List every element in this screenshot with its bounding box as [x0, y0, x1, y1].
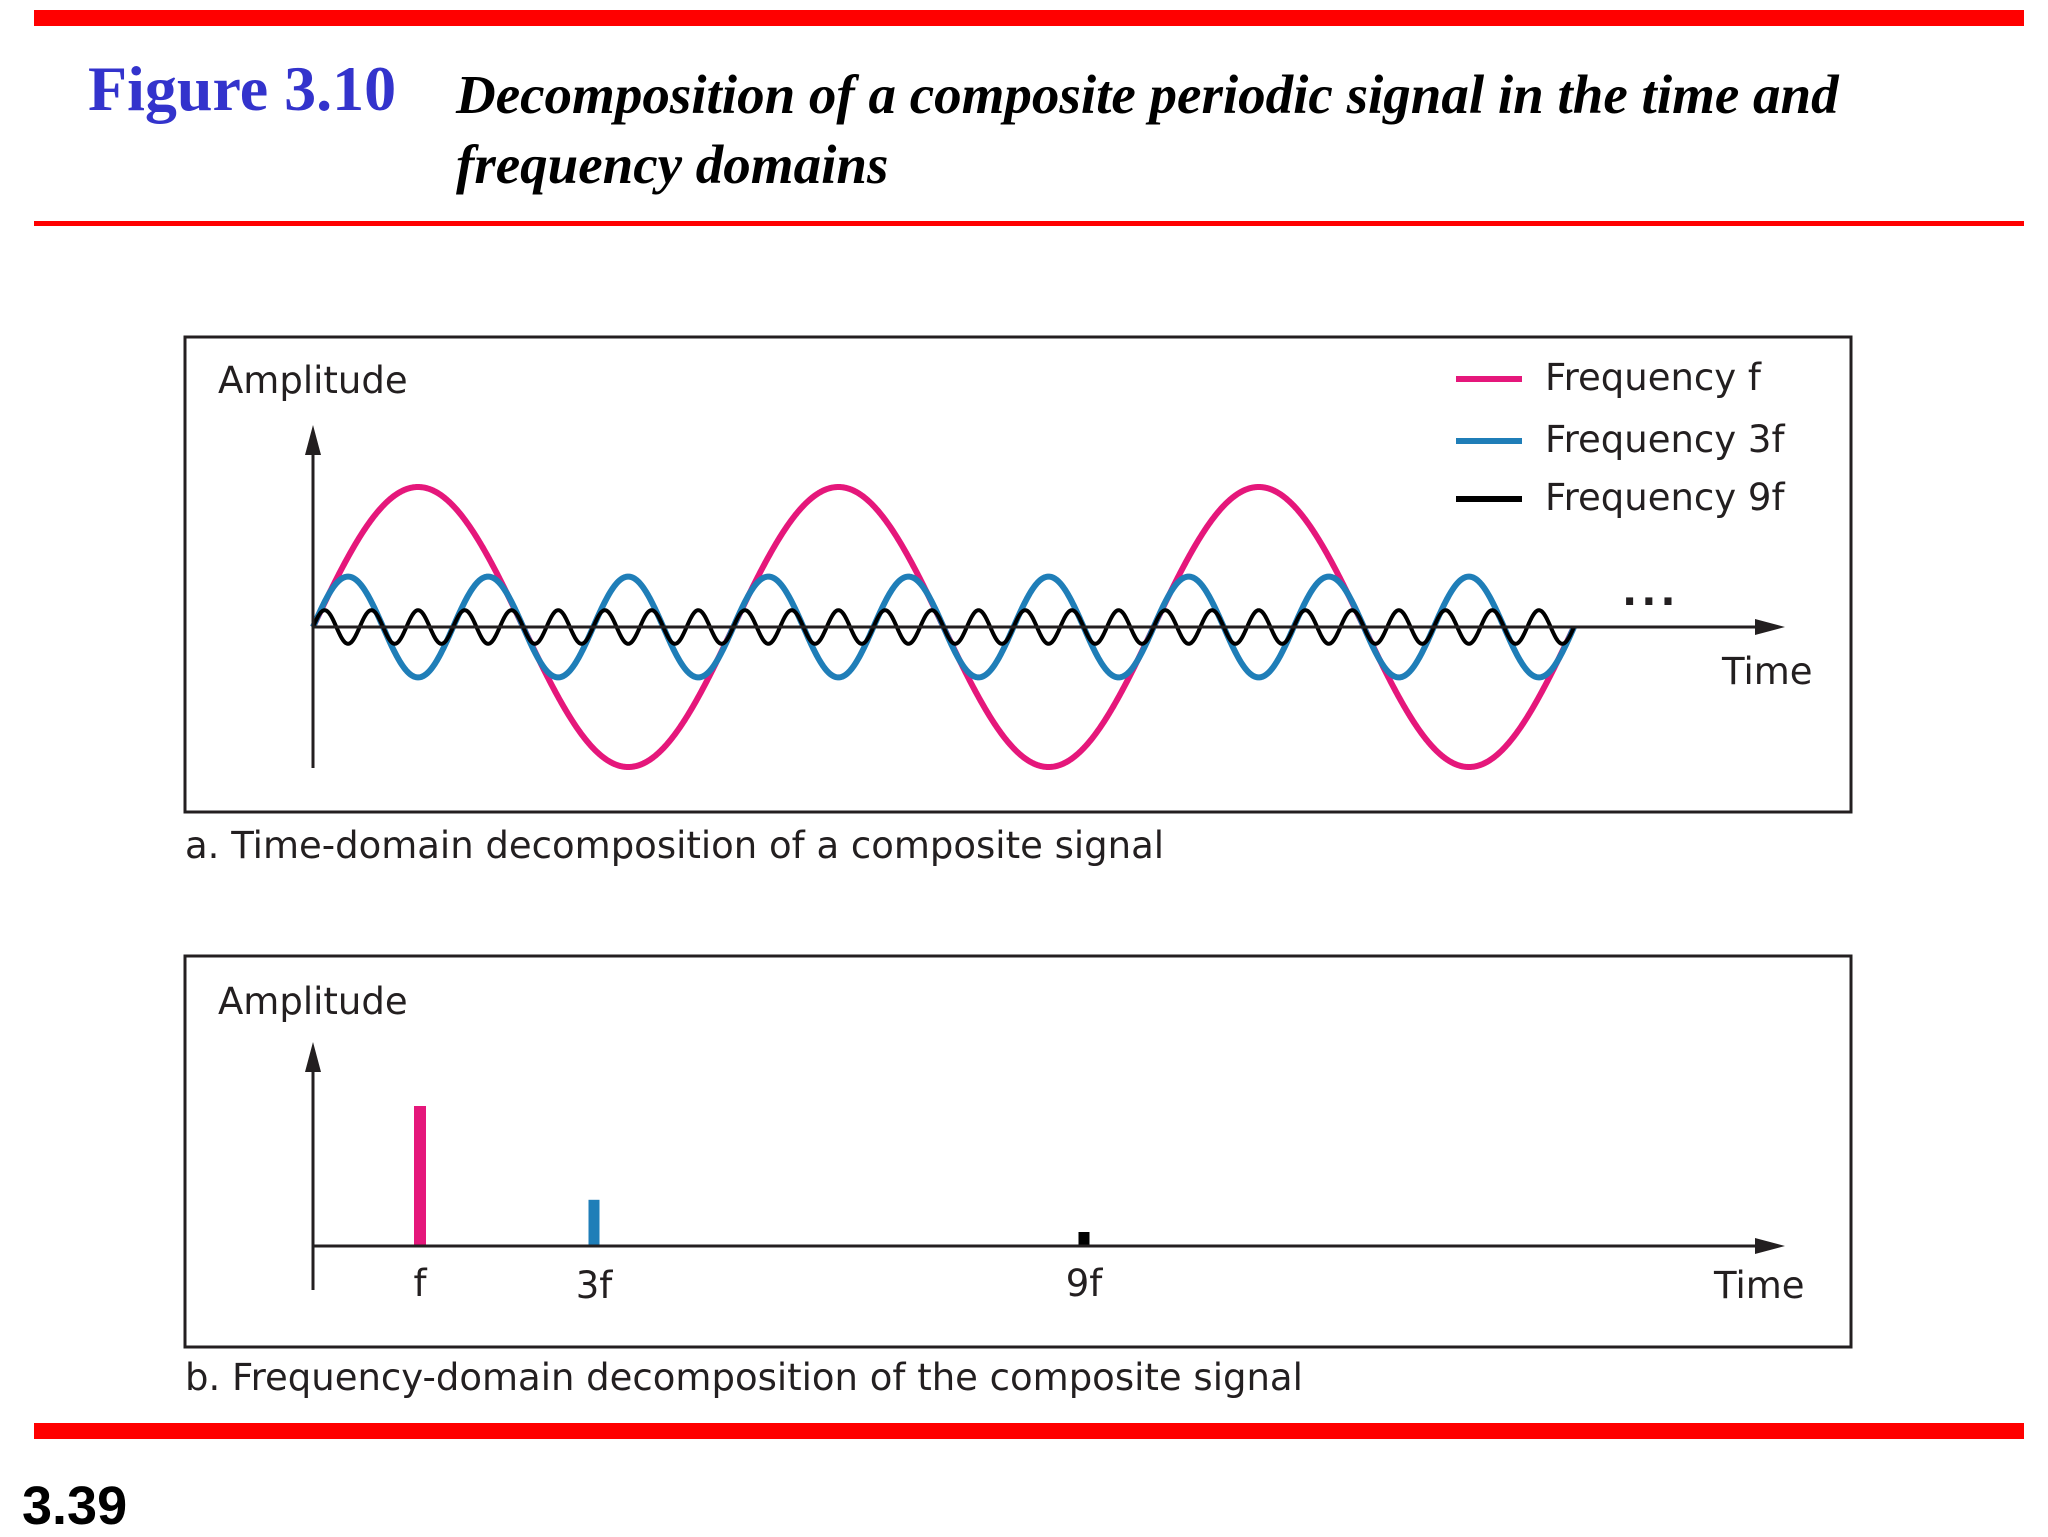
figure-caption: Decomposition of a composite periodic si…	[456, 64, 1839, 195]
tick-label-9f: 9f	[1066, 1262, 1104, 1305]
tick-label-f: f	[413, 1262, 427, 1305]
ellipsis-label: ...	[1622, 569, 1680, 615]
legend-label-3f: Frequency 3f	[1545, 418, 1785, 461]
tick-label-3f: 3f	[576, 1264, 614, 1307]
panel-b-caption: b. Frequency-domain decomposition of the…	[185, 1356, 1303, 1399]
slide-number: 3.39	[22, 1476, 128, 1536]
panel-a-y-label: Amplitude	[218, 359, 408, 402]
spectrum-bars	[414, 1106, 1090, 1246]
time-domain-panel: Amplitude Time ... Frequency f Frequency…	[183, 335, 1853, 814]
panel-a-frame	[183, 335, 1853, 814]
bottom-rule	[34, 1423, 2024, 1439]
spectrum-bar-f	[414, 1106, 426, 1246]
header-rule	[34, 221, 2024, 226]
figure-number: Figure 3.10	[88, 53, 397, 124]
panel-a-y-arrowhead	[305, 425, 321, 455]
legend: Frequency f Frequency 3f Frequency 9f	[1456, 356, 1785, 519]
panel-b-y-arrowhead	[305, 1042, 321, 1072]
panel-a-caption: a. Time-domain decomposition of a compos…	[185, 824, 1164, 867]
panel-a-x-label: Time	[1721, 650, 1813, 693]
panel-b-frame	[183, 954, 1853, 1349]
frequency-domain-panel: Amplitude Time f 3f 9f	[183, 954, 1853, 1349]
spectrum-bar-3f	[588, 1199, 600, 1246]
panel-a-x-arrowhead	[1755, 619, 1785, 635]
panel-b-y-label: Amplitude	[218, 980, 408, 1023]
panel-b-x-label: Time	[1713, 1264, 1805, 1307]
top-rule	[34, 10, 2024, 26]
legend-label-9f: Frequency 9f	[1545, 476, 1785, 519]
legend-label-f: Frequency f	[1545, 356, 1762, 399]
panel-b-x-arrowhead	[1755, 1238, 1785, 1254]
spectrum-bar-9f	[1078, 1232, 1090, 1246]
